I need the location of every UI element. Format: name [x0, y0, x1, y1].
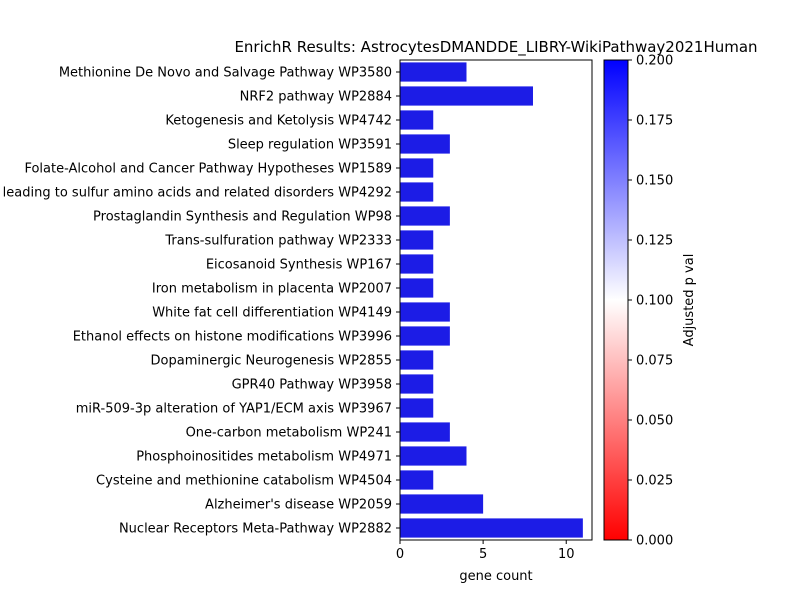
category-label: Methionine De Novo and Salvage Pathway W… — [59, 66, 392, 81]
colorbar-tick-label: 0.000 — [636, 534, 673, 549]
category-label: Ethanol effects on histone modifications… — [73, 330, 392, 345]
category-label: Disorders leading to sulfur amino acids … — [0, 186, 392, 201]
category-label: Trans-sulfuration pathway WP2333 — [164, 234, 392, 249]
category-label: Folate-Alcohol and Cancer Pathway Hypoth… — [24, 162, 392, 177]
category-label: Sleep regulation WP3591 — [228, 138, 392, 153]
bar — [400, 158, 434, 178]
chart-title: EnrichR Results: AstrocytesDMANDDE_LIBRY… — [234, 38, 757, 57]
bar — [400, 350, 434, 370]
bar — [400, 86, 533, 106]
category-label: Ketogenesis and Ketolysis WP4742 — [165, 114, 392, 129]
colorbar-tick-label: 0.200 — [636, 54, 673, 69]
category-label: GPR40 Pathway WP3958 — [232, 378, 392, 393]
category-label: Phosphoinositides metabolism WP4971 — [136, 450, 392, 465]
colorbar — [603, 59, 629, 541]
category-label: NRF2 pathway WP2884 — [240, 90, 392, 105]
category-label: Dopaminergic Neurogenesis WP2855 — [151, 354, 392, 369]
colorbar-tick-label: 0.125 — [636, 234, 673, 249]
x-tick-label: 5 — [479, 547, 487, 562]
category-label: One-carbon metabolism WP241 — [186, 426, 392, 441]
bar — [400, 398, 434, 418]
colorbar-ticks: 0.000 0.025 0.050 0.075 0.100 0.125 0.150 0.175… — [628, 54, 673, 549]
bar — [400, 302, 450, 322]
colorbar-label: Adjusted p val — [682, 254, 697, 347]
bar — [400, 110, 434, 130]
category-label: Iron metabolism in placenta WP2007 — [152, 282, 392, 297]
x-axis-label: gene count — [459, 569, 532, 584]
colorbar-tick-label: 0.075 — [636, 354, 673, 369]
x-tick-label: 10 — [558, 547, 575, 562]
bar — [400, 254, 434, 274]
bar — [400, 446, 467, 466]
colorbar-tick-label: 0.175 — [636, 114, 673, 129]
colorbar-tick-label: 0.100 — [636, 294, 673, 309]
bar — [400, 230, 434, 250]
colorbar-tick-label: 0.150 — [636, 174, 673, 189]
bar — [400, 182, 434, 202]
bar — [400, 326, 450, 346]
colorbar-tick-label: 0.025 — [636, 474, 673, 489]
plot-frame — [399, 59, 593, 541]
category-labels: Methionine De Novo and Salvage Pathway W… — [0, 66, 400, 537]
category-label: Nuclear Receptors Meta-Pathway WP2882 — [119, 522, 392, 537]
category-label: Alzheimer's disease WP2059 — [205, 498, 392, 513]
colorbar-tick-label: 0.050 — [636, 414, 673, 429]
bar — [400, 518, 583, 538]
category-label: Prostaglandin Synthesis and Regulation W… — [93, 210, 392, 225]
bar — [400, 134, 450, 154]
bar — [400, 494, 484, 514]
x-tick-label: 0 — [396, 547, 404, 562]
bar — [400, 422, 450, 442]
bar — [400, 374, 434, 394]
bar — [400, 206, 450, 226]
category-label: White fat cell differentiation WP4149 — [152, 306, 392, 321]
x-axis-ticks: 0 5 10 — [396, 540, 575, 562]
bar — [400, 470, 434, 490]
category-label: miR-509-3p alteration of YAP1/ECM axis W… — [76, 402, 392, 417]
category-label: Cysteine and methionine catabolism WP450… — [96, 474, 392, 489]
category-label: Eicosanoid Synthesis WP167 — [206, 258, 392, 273]
bar — [400, 278, 434, 298]
bar — [400, 62, 467, 82]
bars-group — [400, 62, 583, 538]
